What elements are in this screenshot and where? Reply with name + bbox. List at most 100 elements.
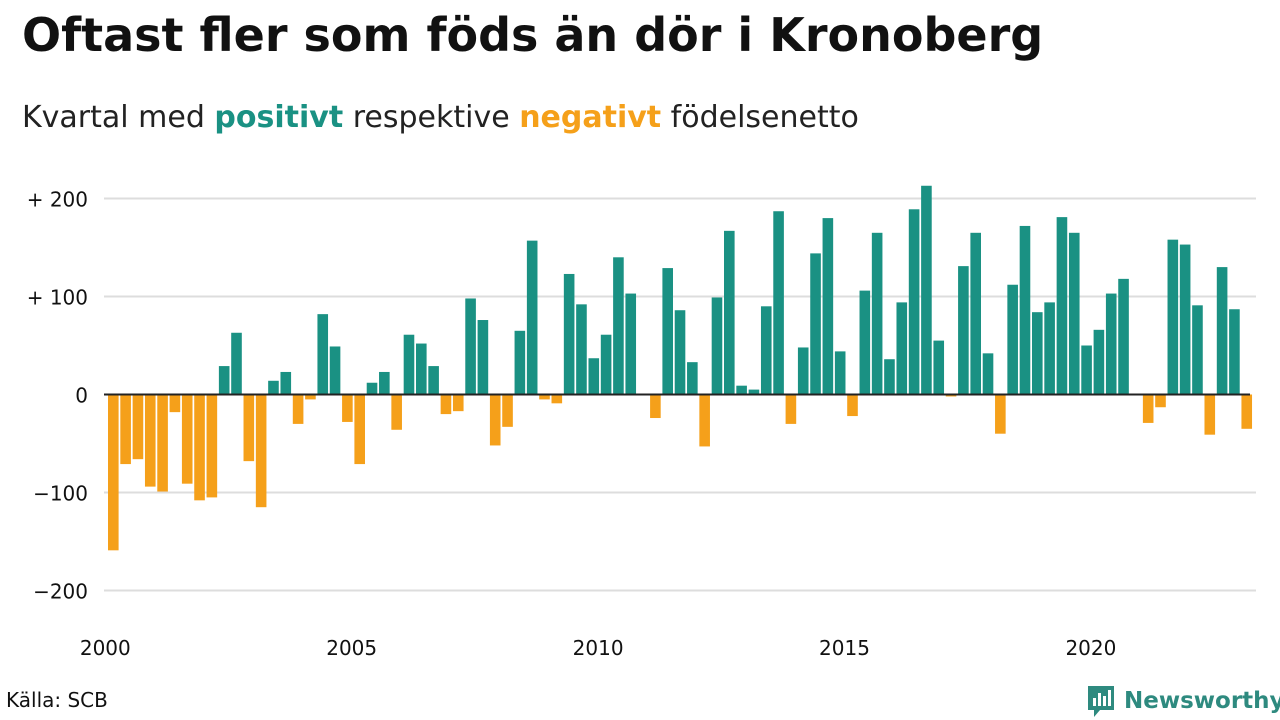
x-tick-label: 2015 <box>819 636 870 660</box>
bar <box>1216 267 1228 395</box>
x-axis-tick-labels: 2000 2005 2010 2015 2020 <box>80 636 1117 660</box>
grid-lines <box>104 197 1256 592</box>
bar <box>317 314 329 395</box>
bar <box>933 340 945 395</box>
bar <box>280 371 292 395</box>
y-tick-label: −100 <box>33 482 88 506</box>
bar-chart-logo-icon <box>1088 686 1114 717</box>
bar <box>514 330 526 395</box>
bar <box>342 394 353 422</box>
bar <box>625 293 637 395</box>
bar <box>748 389 760 395</box>
brand-logo: Newsworthy <box>1086 684 1280 718</box>
bar <box>810 253 821 395</box>
bar <box>1007 284 1018 395</box>
bar <box>576 304 587 395</box>
bar <box>108 394 119 551</box>
bar <box>995 394 1006 434</box>
bar <box>243 394 255 462</box>
subtitle-text-3: födelsenetto <box>661 100 859 135</box>
bar <box>1192 305 1203 395</box>
bar <box>1068 232 1080 395</box>
y-tick-label: −200 <box>33 580 88 604</box>
bar <box>1179 244 1191 395</box>
bar <box>563 273 575 395</box>
bar <box>650 394 661 419</box>
y-tick-label: 0 <box>75 384 88 408</box>
bar <box>329 346 341 395</box>
bar <box>268 380 279 395</box>
bar <box>194 394 205 501</box>
bar <box>144 394 156 487</box>
y-axis-tick-labels: + 200 + 100 0 −100 −200 <box>27 188 88 604</box>
bar <box>231 332 242 395</box>
subtitle-negative-word: negativt <box>519 100 662 135</box>
bar <box>354 394 365 465</box>
chart-subtitle: Kvartal med positivt respektive negativt… <box>22 100 859 135</box>
subtitle-positive-word: positivt <box>214 100 344 135</box>
bar <box>206 394 218 498</box>
y-tick-label: + 100 <box>27 286 88 310</box>
bar <box>1032 312 1043 395</box>
bar <box>1019 225 1031 395</box>
bar <box>120 394 131 465</box>
bar <box>366 382 378 395</box>
bar <box>477 320 489 395</box>
bar <box>428 366 439 395</box>
bar <box>588 358 600 395</box>
x-tick-label: 2010 <box>573 636 624 660</box>
bar <box>1105 293 1117 395</box>
bar <box>847 394 858 417</box>
subtitle-text-2: respektive <box>343 100 520 135</box>
bar <box>797 347 809 395</box>
bar <box>760 306 772 395</box>
bar <box>896 302 908 395</box>
bar <box>539 394 550 400</box>
bar <box>958 266 969 395</box>
bar <box>440 394 452 415</box>
bar <box>982 353 994 395</box>
bar <box>379 371 390 395</box>
bar <box>1118 278 1129 395</box>
bar <box>489 394 501 446</box>
bar <box>157 394 168 492</box>
bar <box>884 359 895 395</box>
bar <box>1155 394 1166 408</box>
bar <box>305 394 316 400</box>
bar <box>613 257 624 395</box>
bar <box>391 394 402 430</box>
bar <box>834 351 846 395</box>
bar <box>1229 309 1240 395</box>
bar <box>908 209 920 395</box>
bar <box>773 211 784 395</box>
bar <box>169 394 181 413</box>
bar <box>970 232 981 395</box>
bar <box>1081 345 1092 395</box>
bar <box>416 343 427 395</box>
bar <box>1044 302 1055 395</box>
bar <box>687 362 698 395</box>
bar <box>526 240 538 395</box>
x-tick-label: 2005 <box>326 636 377 660</box>
y-tick-label: + 200 <box>27 188 88 212</box>
source-note: Källa: SCB <box>6 688 108 712</box>
bar <box>1204 394 1216 435</box>
bar <box>871 232 883 395</box>
bar <box>674 310 686 395</box>
bar <box>1167 239 1179 395</box>
bar <box>255 394 267 508</box>
bar <box>1142 394 1154 423</box>
bar <box>822 218 834 395</box>
bar <box>736 385 747 395</box>
bar <box>403 334 415 395</box>
bar <box>551 394 563 404</box>
bar <box>181 394 193 484</box>
chart-title: Oftast fler som föds än dör i Kronoberg <box>22 8 1044 62</box>
bar <box>662 268 673 395</box>
bar <box>1241 394 1253 429</box>
subtitle-text-1: Kvartal med <box>22 100 215 135</box>
x-tick-label: 2020 <box>1065 636 1116 660</box>
brand-name: Newsworthy <box>1124 688 1280 714</box>
bar <box>1093 329 1105 395</box>
